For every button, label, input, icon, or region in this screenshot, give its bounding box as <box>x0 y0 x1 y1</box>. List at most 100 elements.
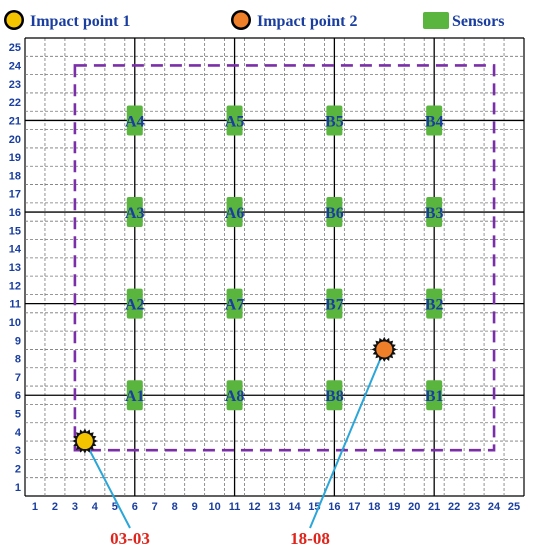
y-tick-label: 24 <box>9 60 22 72</box>
sensor-marker <box>226 380 243 411</box>
legend-sensors-label: Sensors <box>452 13 504 30</box>
y-tick-label: 1 <box>15 482 21 494</box>
sensor-a2: A2 <box>125 288 145 319</box>
sensor-b2: B2 <box>425 288 444 319</box>
y-tick-label: 3 <box>15 445 21 457</box>
sensor-label: A4 <box>125 113 145 130</box>
legend-impact2-marker <box>231 10 251 30</box>
x-tick-label: 19 <box>388 501 400 513</box>
y-tick-label: 18 <box>9 170 21 182</box>
sensor-a7: A7 <box>225 288 245 319</box>
sensor-marker <box>426 105 443 136</box>
y-tick-label: 15 <box>9 225 21 237</box>
sensor-a3: A3 <box>125 197 145 228</box>
sensor-b8: B8 <box>325 380 344 411</box>
y-tick-label: 7 <box>15 372 21 384</box>
legend-impact2-label: Impact point 2 <box>257 13 357 30</box>
y-tick-label: 17 <box>9 189 21 201</box>
x-tick-label: 24 <box>488 501 501 513</box>
x-tick-label: 23 <box>468 501 480 513</box>
sensor-marker <box>226 105 243 136</box>
sensor-label: B2 <box>425 297 444 314</box>
sensor-a4: A4 <box>125 105 145 136</box>
y-tick-label: 6 <box>15 390 21 402</box>
sensor-label: A8 <box>225 388 245 405</box>
sensor-b3: B3 <box>425 197 444 228</box>
sensor-label: A7 <box>225 297 245 314</box>
x-axis-ticks: 1 2 3 4 5 6 7 8 9 10 11 12 13 14 15 16 17 18 19 20 21 22 23 24 2… <box>32 501 520 513</box>
callout-line <box>83 440 131 529</box>
x-tick-label: 12 <box>248 501 260 513</box>
sensor-marker <box>126 105 143 136</box>
sensor-label: A3 <box>125 205 145 222</box>
sensor-label: A5 <box>225 113 245 130</box>
y-tick-label: 2 <box>15 464 21 476</box>
impact-point <box>72 428 98 454</box>
y-tick-label: 13 <box>9 262 21 274</box>
sensor-label: B8 <box>325 388 344 405</box>
x-tick-label: 4 <box>92 501 99 513</box>
callout-line <box>309 349 386 529</box>
y-tick-label: 5 <box>15 409 21 421</box>
y-tick-label: 12 <box>9 280 21 292</box>
x-tick-label: 7 <box>152 501 158 513</box>
impact-callout-label: 18-08 <box>290 529 330 548</box>
sensor-label: B1 <box>425 388 444 405</box>
x-tick-label: 10 <box>208 501 220 513</box>
x-tick-label: 5 <box>112 501 118 513</box>
y-axis-ticks: 1234567891011121314151617181920212223242… <box>9 42 22 494</box>
x-tick-label: 11 <box>229 501 241 513</box>
y-tick-label: 14 <box>9 244 22 256</box>
impact-callouts: 03-03 18-08 <box>83 349 386 548</box>
sensor-b5: B5 <box>325 105 344 136</box>
impact-callout-label: 03-03 <box>110 529 150 548</box>
x-tick-label: 16 <box>328 501 340 513</box>
legend-sensor-swatch <box>423 12 449 29</box>
sensor-marker <box>326 288 343 319</box>
y-tick-label: 23 <box>9 79 21 91</box>
x-tick-label: 18 <box>368 501 380 513</box>
legend: Impact point 1 Impact point 2 Sensors <box>4 10 504 30</box>
x-tick-label: 20 <box>408 501 420 513</box>
sensor-label: B4 <box>425 113 444 130</box>
plate-boundary <box>73 64 496 452</box>
sensor-b4: B4 <box>425 105 444 136</box>
x-tick-label: 14 <box>288 501 301 513</box>
x-tick-label: 8 <box>172 501 178 513</box>
x-tick-label: 25 <box>508 501 520 513</box>
sensor-marker <box>326 197 343 228</box>
x-tick-label: 3 <box>72 501 78 513</box>
sensor-marker <box>126 380 143 411</box>
sensor-marker <box>226 288 243 319</box>
sensor-marker <box>126 197 143 228</box>
x-tick-label: 21 <box>428 501 440 513</box>
sensor-marker <box>226 197 243 228</box>
sensor-label: B5 <box>325 113 344 130</box>
x-tick-label: 6 <box>132 501 138 513</box>
y-tick-label: 8 <box>15 354 21 366</box>
sensor-marker <box>326 105 343 136</box>
x-tick-label: 2 <box>52 501 58 513</box>
sensor-b6: B6 <box>325 197 344 228</box>
legend-impact1-marker <box>4 10 24 30</box>
sensor-a5: A5 <box>225 105 245 136</box>
sensor-a8: A8 <box>225 380 245 411</box>
sensor-label: A2 <box>125 297 145 314</box>
sensor-marker <box>426 380 443 411</box>
y-tick-label: 22 <box>9 97 21 109</box>
sensors: A1 A2 A3 A4 A5 A6 A7 A8 B1 B2 B3 B4 B5 B6 B7 B8 <box>125 105 444 411</box>
y-tick-label: 19 <box>9 152 21 164</box>
legend-impact1-label: Impact point 1 <box>30 13 130 30</box>
y-tick-label: 9 <box>15 335 21 347</box>
x-tick-label: 22 <box>448 501 460 513</box>
boundary-rect <box>73 64 496 452</box>
sensor-marker <box>326 380 343 411</box>
sensor-label: B7 <box>325 297 344 314</box>
sensor-marker <box>426 288 443 319</box>
sensor-label: A6 <box>225 205 245 222</box>
sensor-marker <box>426 197 443 228</box>
x-tick-label: 17 <box>348 501 360 513</box>
sensor-label: B6 <box>325 205 344 222</box>
y-tick-label: 20 <box>9 134 21 146</box>
